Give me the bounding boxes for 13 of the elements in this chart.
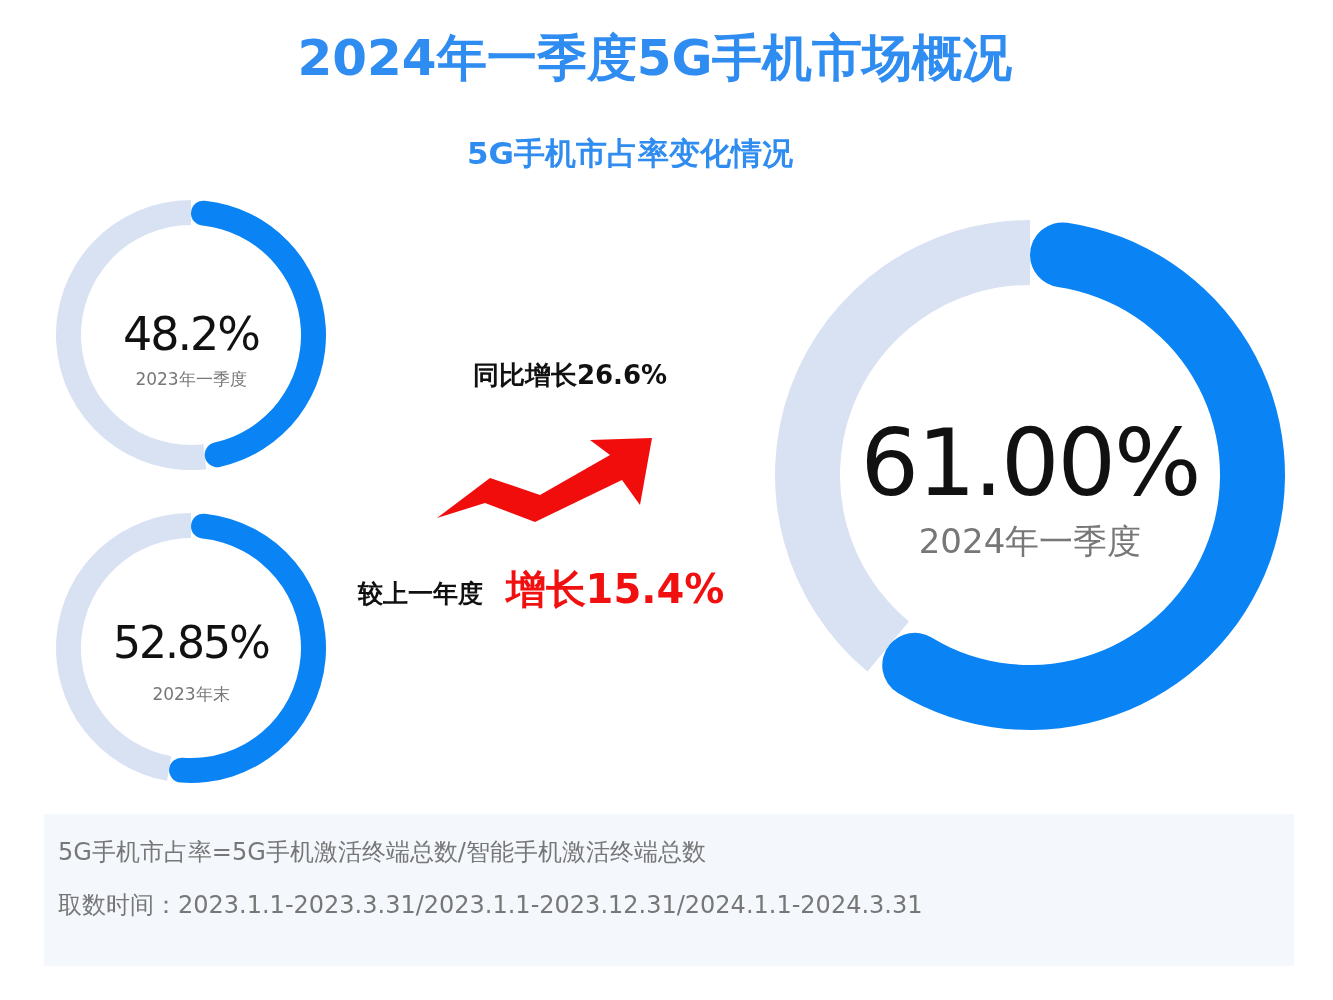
text: 较上一年度 — [356, 579, 483, 608]
slice-label: 2023年末 — [152, 684, 230, 704]
text: 5G手机市占率变化情况 — [466, 135, 795, 171]
data-label: 52.85% — [113, 617, 270, 668]
text: 取数时间：2023.1.1-2023.3.31/2023.1.1-2023.12.31/2024.1.1-2024.3.31 — [58, 891, 923, 919]
slice-label: 2023年一季度 — [135, 369, 247, 389]
data-label: 61.00% — [860, 410, 1200, 517]
text: 5G手机市占率=5G手机激活终端总数/智能手机激活终端总数 — [58, 838, 706, 866]
data-label: 48.2% — [122, 307, 260, 361]
text: 同比增长26.6% — [472, 360, 668, 390]
text: 2024年一季度5G手机市场概况 — [297, 29, 1013, 87]
slice-label: 2024年一季度 — [918, 521, 1142, 561]
text: 增长15.4% — [503, 566, 725, 612]
